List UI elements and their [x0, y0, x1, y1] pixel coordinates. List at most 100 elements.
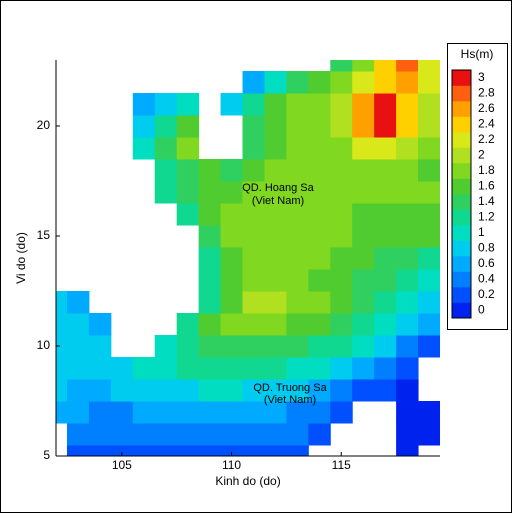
cell	[132, 115, 156, 138]
colorbar-label: 0.2	[478, 287, 495, 301]
colorbar-swatch	[452, 240, 471, 257]
cell	[56, 335, 68, 358]
cell	[308, 247, 331, 270]
cell	[374, 357, 397, 380]
cell	[198, 357, 222, 380]
cell	[264, 357, 287, 380]
cell	[308, 357, 331, 380]
cell	[308, 291, 331, 314]
cell	[242, 313, 265, 336]
cell	[66, 423, 90, 446]
cell	[242, 423, 265, 446]
cell	[220, 423, 244, 446]
cell	[264, 203, 287, 226]
cell	[374, 137, 397, 160]
cell	[330, 357, 353, 380]
cell	[264, 379, 287, 402]
cell	[242, 181, 265, 204]
cell	[352, 137, 375, 160]
cell	[418, 93, 440, 116]
cell	[418, 247, 440, 270]
y-axis-label: Vi do (do)	[14, 232, 28, 284]
cell	[242, 335, 265, 358]
cell	[418, 137, 440, 160]
x-axis-label: Kinh do (do)	[215, 474, 280, 488]
annotation: (Viet Nam)	[252, 195, 304, 207]
cell	[330, 379, 353, 402]
cell	[418, 115, 440, 138]
cell	[286, 181, 309, 204]
cell	[330, 60, 353, 72]
cell	[176, 159, 200, 182]
cell	[352, 357, 375, 380]
cell	[264, 335, 287, 358]
cell	[242, 115, 265, 138]
cell	[418, 60, 440, 72]
colorbar-label: 2.4	[478, 116, 495, 130]
cell	[330, 71, 353, 94]
cell	[352, 335, 375, 358]
cell	[220, 379, 244, 402]
cell	[330, 291, 353, 314]
colorbar-swatch	[452, 256, 471, 272]
y-tick-label: 15	[37, 228, 51, 242]
cell	[220, 313, 244, 336]
cell	[242, 357, 265, 380]
cell	[220, 401, 244, 424]
cell	[198, 247, 222, 270]
cell	[286, 247, 309, 270]
cell	[66, 291, 90, 314]
cell	[418, 291, 440, 314]
cell	[396, 60, 419, 72]
cell	[330, 401, 353, 424]
cell	[352, 247, 375, 270]
cell	[418, 71, 440, 94]
cell	[66, 379, 90, 402]
cell	[286, 423, 309, 446]
colorbar-label: 1.4	[478, 194, 495, 208]
cell	[198, 423, 222, 446]
cell	[352, 291, 375, 314]
cell	[286, 335, 309, 358]
cell	[374, 93, 397, 116]
cell	[418, 335, 440, 358]
cell	[176, 423, 200, 446]
cell	[396, 137, 419, 160]
cell	[352, 71, 375, 94]
cell	[176, 137, 200, 160]
cell	[264, 225, 287, 248]
cell	[264, 247, 287, 270]
cell	[242, 291, 265, 314]
cell	[264, 313, 287, 336]
cell	[308, 159, 331, 182]
cell	[308, 115, 331, 138]
cell	[132, 379, 156, 402]
cell	[330, 203, 353, 226]
annotation: QD. Truong Sa	[253, 382, 327, 394]
cell	[396, 115, 419, 138]
cell	[154, 115, 178, 138]
cell	[132, 401, 156, 424]
cell	[88, 401, 112, 424]
cell	[220, 291, 244, 314]
cell	[352, 313, 375, 336]
cell	[220, 203, 244, 226]
cell	[286, 115, 309, 138]
cell	[66, 357, 90, 380]
cell	[110, 445, 134, 456]
cell	[88, 313, 112, 336]
cell	[220, 181, 244, 204]
cell	[374, 313, 397, 336]
cell	[198, 379, 222, 402]
cell	[176, 115, 200, 138]
cell	[154, 401, 178, 424]
cell	[176, 203, 200, 226]
cell	[264, 445, 287, 456]
colorbar-label: 2.6	[478, 101, 495, 115]
cell	[352, 60, 375, 72]
cell	[154, 423, 178, 446]
cell	[396, 445, 419, 456]
cell	[220, 93, 244, 116]
cell	[396, 203, 419, 226]
colorbar-swatch	[452, 85, 471, 102]
